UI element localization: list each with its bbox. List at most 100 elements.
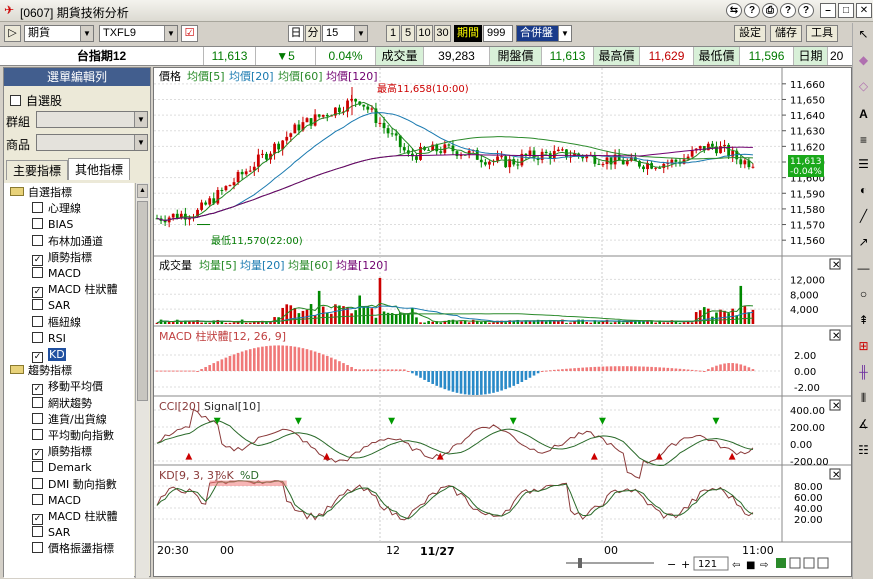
line-icon[interactable]: ╱ bbox=[859, 209, 868, 223]
candle-body bbox=[362, 104, 366, 107]
hline-icon[interactable]: — bbox=[857, 261, 870, 275]
zoom-out-icon[interactable]: − bbox=[667, 558, 676, 571]
tree-item[interactable]: 價格振盪指標 bbox=[32, 541, 114, 557]
tree-folder[interactable]: 自選指標 bbox=[10, 185, 72, 201]
fibo-icon[interactable]: ☷ bbox=[858, 443, 869, 457]
marker-icon[interactable]: ⇞ bbox=[858, 313, 869, 327]
tools-button[interactable]: 工具 bbox=[806, 25, 838, 42]
nav-slider-thumb[interactable] bbox=[578, 558, 582, 568]
interval-1-button[interactable]: 1 bbox=[386, 25, 400, 42]
close-kd-panel-icon[interactable] bbox=[829, 468, 841, 480]
export-icon[interactable] bbox=[776, 558, 786, 568]
tree-item[interactable]: SAR bbox=[32, 298, 70, 314]
minimize-button[interactable]: – bbox=[820, 3, 836, 18]
arrow-icon[interactable]: ↗ bbox=[858, 235, 869, 249]
period-count-input[interactable]: 999 bbox=[483, 25, 513, 42]
grid-icon[interactable]: ⊞ bbox=[858, 339, 869, 353]
close-macd-panel-icon[interactable] bbox=[829, 329, 841, 341]
tab-other-indicators[interactable]: 其他指標 bbox=[68, 158, 130, 180]
print-icon[interactable]: ⎙ bbox=[762, 3, 778, 18]
close-button[interactable]: ✕ bbox=[856, 3, 872, 18]
macd-tick-label: 2.00 bbox=[794, 351, 816, 362]
link-icon[interactable]: ⇆ bbox=[726, 3, 742, 18]
interval-select[interactable]: 15 ▼ bbox=[322, 25, 368, 42]
zoom-in-icon[interactable]: + bbox=[681, 558, 690, 571]
tree-item[interactable]: ✓ KD bbox=[32, 347, 66, 363]
tree-item[interactable]: SAR bbox=[32, 525, 70, 541]
save-button[interactable]: 儲存 bbox=[770, 25, 802, 42]
settings-button[interactable]: 設定 bbox=[734, 25, 766, 42]
candle-body bbox=[690, 150, 694, 157]
tree-item[interactable]: ✓ 順勢指標 bbox=[32, 250, 92, 266]
volume-bar bbox=[175, 319, 179, 324]
tab-main-indicators[interactable]: 主要指標 bbox=[6, 160, 68, 180]
tree-item[interactable]: ✓ 順勢指標 bbox=[32, 444, 92, 461]
session-select[interactable]: 合併盤 ▼ bbox=[516, 25, 572, 42]
period-minute-button[interactable]: 分 bbox=[305, 25, 321, 42]
close-cci-panel-icon[interactable] bbox=[829, 399, 841, 411]
close-volume-panel-icon[interactable] bbox=[829, 258, 841, 270]
eraser-icon[interactable]: ◆ bbox=[858, 53, 869, 67]
interval-30-button[interactable]: 30 bbox=[434, 25, 451, 42]
tree-item[interactable]: Demark bbox=[32, 460, 92, 476]
chart-area[interactable]: 11,66011,65011,64011,63011,62011,61011,6… bbox=[153, 67, 852, 577]
print-chart-icon[interactable] bbox=[803, 557, 815, 569]
market-select[interactable]: 期貨 ▼ bbox=[24, 25, 94, 42]
period-day-button[interactable]: 日 bbox=[288, 25, 304, 42]
tree-item[interactable]: 平均動向指數 bbox=[32, 428, 114, 444]
title-bar: ✈ [0607] 期貨技術分析 ⇆ ? ⎙ ? ? – □ ✕ bbox=[0, 0, 873, 22]
scroll-left-icon[interactable]: ⇦ bbox=[732, 560, 740, 571]
help-icon[interactable]: ? bbox=[744, 3, 760, 18]
tree-scrollbar[interactable]: ▲ bbox=[135, 183, 149, 578]
tree-item[interactable]: MACD bbox=[32, 266, 81, 282]
volume-bar bbox=[459, 321, 463, 324]
tree-item[interactable]: DMI 動向指數 bbox=[32, 477, 117, 493]
info-icon[interactable]: ? bbox=[780, 3, 796, 18]
layout-icon[interactable] bbox=[817, 557, 829, 569]
bar-icon[interactable]: ╫ bbox=[859, 365, 868, 379]
watchlist-checkbox[interactable]: 自選股 bbox=[10, 92, 62, 109]
vlines-icon[interactable]: ⦀ bbox=[860, 391, 867, 405]
tree-item[interactable]: 網狀趨勢 bbox=[32, 396, 92, 412]
tree-item[interactable]: BIAS bbox=[32, 217, 73, 233]
group-select[interactable]: ▼ bbox=[36, 111, 148, 128]
fan-icon[interactable]: ∡ bbox=[858, 417, 869, 431]
maximize-button[interactable]: □ bbox=[838, 3, 854, 18]
tree-item[interactable]: ✓ MACD 柱狀體 bbox=[32, 509, 117, 525]
item-select[interactable]: ▼ bbox=[36, 134, 148, 151]
scroll-right-icon[interactable]: ⇨ bbox=[760, 560, 768, 571]
symbol-select[interactable]: TXFL9 ▼ bbox=[99, 25, 178, 42]
interval-10-button[interactable]: 10 bbox=[416, 25, 433, 42]
tree-item-label: 心理線 bbox=[48, 202, 81, 216]
tree-item[interactable]: 心理線 bbox=[32, 201, 81, 217]
interval-5-button[interactable]: 5 bbox=[401, 25, 415, 42]
tree-item[interactable]: MACD bbox=[32, 493, 81, 509]
circle-icon[interactable]: ○ bbox=[859, 287, 868, 301]
line-style-icon[interactable]: ≡ bbox=[859, 133, 867, 147]
candle-body bbox=[248, 170, 252, 172]
tree-item[interactable]: 進貨/出貨線 bbox=[32, 412, 107, 428]
scroll-thumb[interactable] bbox=[137, 201, 148, 401]
checkbox-toggle[interactable]: ☑ bbox=[181, 25, 198, 42]
cursor-icon[interactable]: ↖ bbox=[858, 27, 869, 41]
save-image-icon[interactable] bbox=[789, 557, 801, 569]
candle-body bbox=[321, 114, 325, 117]
play-icon[interactable]: ▷ bbox=[4, 25, 21, 42]
line-weight-icon[interactable]: ☰ bbox=[858, 157, 869, 171]
macd-bar bbox=[524, 371, 528, 380]
kd-tick-label: 80.00 bbox=[794, 482, 823, 493]
tree-item[interactable]: ✓ 移動平均價 bbox=[32, 379, 103, 396]
eraser-all-icon[interactable]: ◇ bbox=[858, 79, 869, 93]
tree-item[interactable]: 布林加通道 bbox=[32, 234, 103, 250]
tree-item[interactable]: 樞紐線 bbox=[32, 315, 81, 331]
tree-folder[interactable]: 趨勢指標 bbox=[10, 363, 72, 379]
macd-bar bbox=[244, 350, 248, 371]
color-icon[interactable]: ◐ bbox=[859, 183, 868, 197]
stop-icon[interactable]: ■ bbox=[746, 560, 755, 571]
about-icon[interactable]: ? bbox=[798, 3, 814, 18]
text-icon[interactable]: A bbox=[859, 107, 868, 121]
tree-item[interactable]: ✓ MACD 柱狀體 bbox=[32, 282, 117, 299]
scroll-up-icon[interactable]: ▲ bbox=[137, 184, 148, 198]
zoom-input[interactable] bbox=[693, 556, 729, 571]
tree-item[interactable]: RSI bbox=[32, 331, 66, 347]
